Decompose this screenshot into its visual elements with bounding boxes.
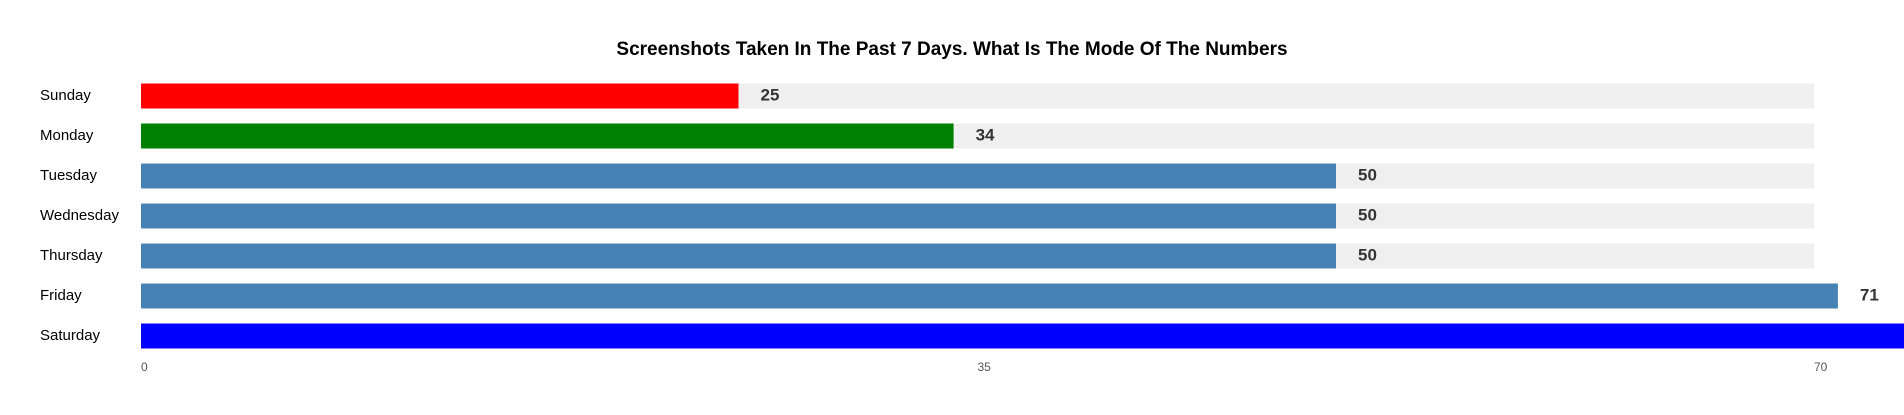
value-label: 50 [1358, 205, 1377, 224]
bar [141, 83, 739, 109]
value-label: 25 [761, 85, 780, 104]
bar [141, 123, 954, 149]
y-tick-label: Friday [40, 287, 82, 304]
value-label: 50 [1358, 245, 1377, 264]
bar [141, 323, 1904, 349]
bar [141, 163, 1336, 189]
bar [141, 203, 1336, 229]
bar [141, 243, 1336, 269]
x-tick-label: 70 [1814, 360, 1828, 374]
y-tick-label: Thursday [40, 247, 103, 264]
chart-title: Screenshots Taken In The Past 7 Days. Wh… [616, 39, 1287, 60]
x-tick-label: 0 [141, 360, 148, 374]
value-label: 34 [976, 125, 995, 144]
y-tick-label: Wednesday [40, 207, 119, 224]
x-tick-label: 35 [978, 360, 992, 374]
y-tick-label: Monday [40, 127, 94, 144]
y-tick-label: Tuesday [40, 167, 97, 184]
value-label: 50 [1358, 165, 1377, 184]
value-label: 71 [1860, 285, 1879, 304]
y-tick-label: Sunday [40, 87, 91, 104]
y-tick-label: Saturday [40, 327, 101, 344]
bar [141, 283, 1838, 309]
